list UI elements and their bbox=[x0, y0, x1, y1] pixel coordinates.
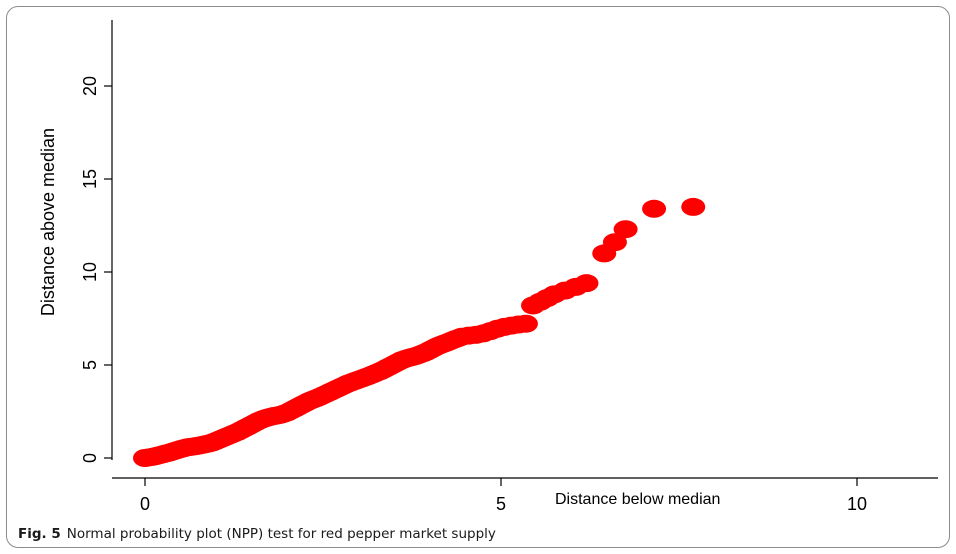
figure-label: Fig. 5 bbox=[18, 526, 61, 542]
figure-caption: Fig. 5 Normal probability plot (NPP) test… bbox=[18, 526, 496, 542]
figure-caption-text: Normal probability plot (NPP) test for r… bbox=[66, 526, 496, 542]
data-point bbox=[574, 274, 599, 293]
data-point bbox=[602, 233, 627, 252]
x-tick-label: 10 bbox=[847, 494, 867, 514]
axis-ticks: 0 5 10 0 5 10 15 20 bbox=[80, 76, 867, 514]
y-tick-label: 20 bbox=[80, 76, 100, 96]
data-point bbox=[613, 220, 638, 239]
y-tick-label: 15 bbox=[80, 169, 100, 189]
y-tick-label: 5 bbox=[80, 360, 100, 370]
data-point bbox=[642, 199, 667, 218]
y-axis-label: Distance above median bbox=[38, 128, 58, 316]
y-tick-label: 0 bbox=[80, 453, 100, 463]
y-tick-label: 10 bbox=[80, 262, 100, 282]
x-tick-label: 0 bbox=[140, 494, 150, 514]
data-point bbox=[681, 197, 706, 216]
data-point bbox=[513, 314, 538, 333]
x-tick-label: 5 bbox=[496, 494, 506, 514]
x-axis-label: Distance below median bbox=[555, 491, 720, 508]
data-points bbox=[133, 197, 706, 467]
